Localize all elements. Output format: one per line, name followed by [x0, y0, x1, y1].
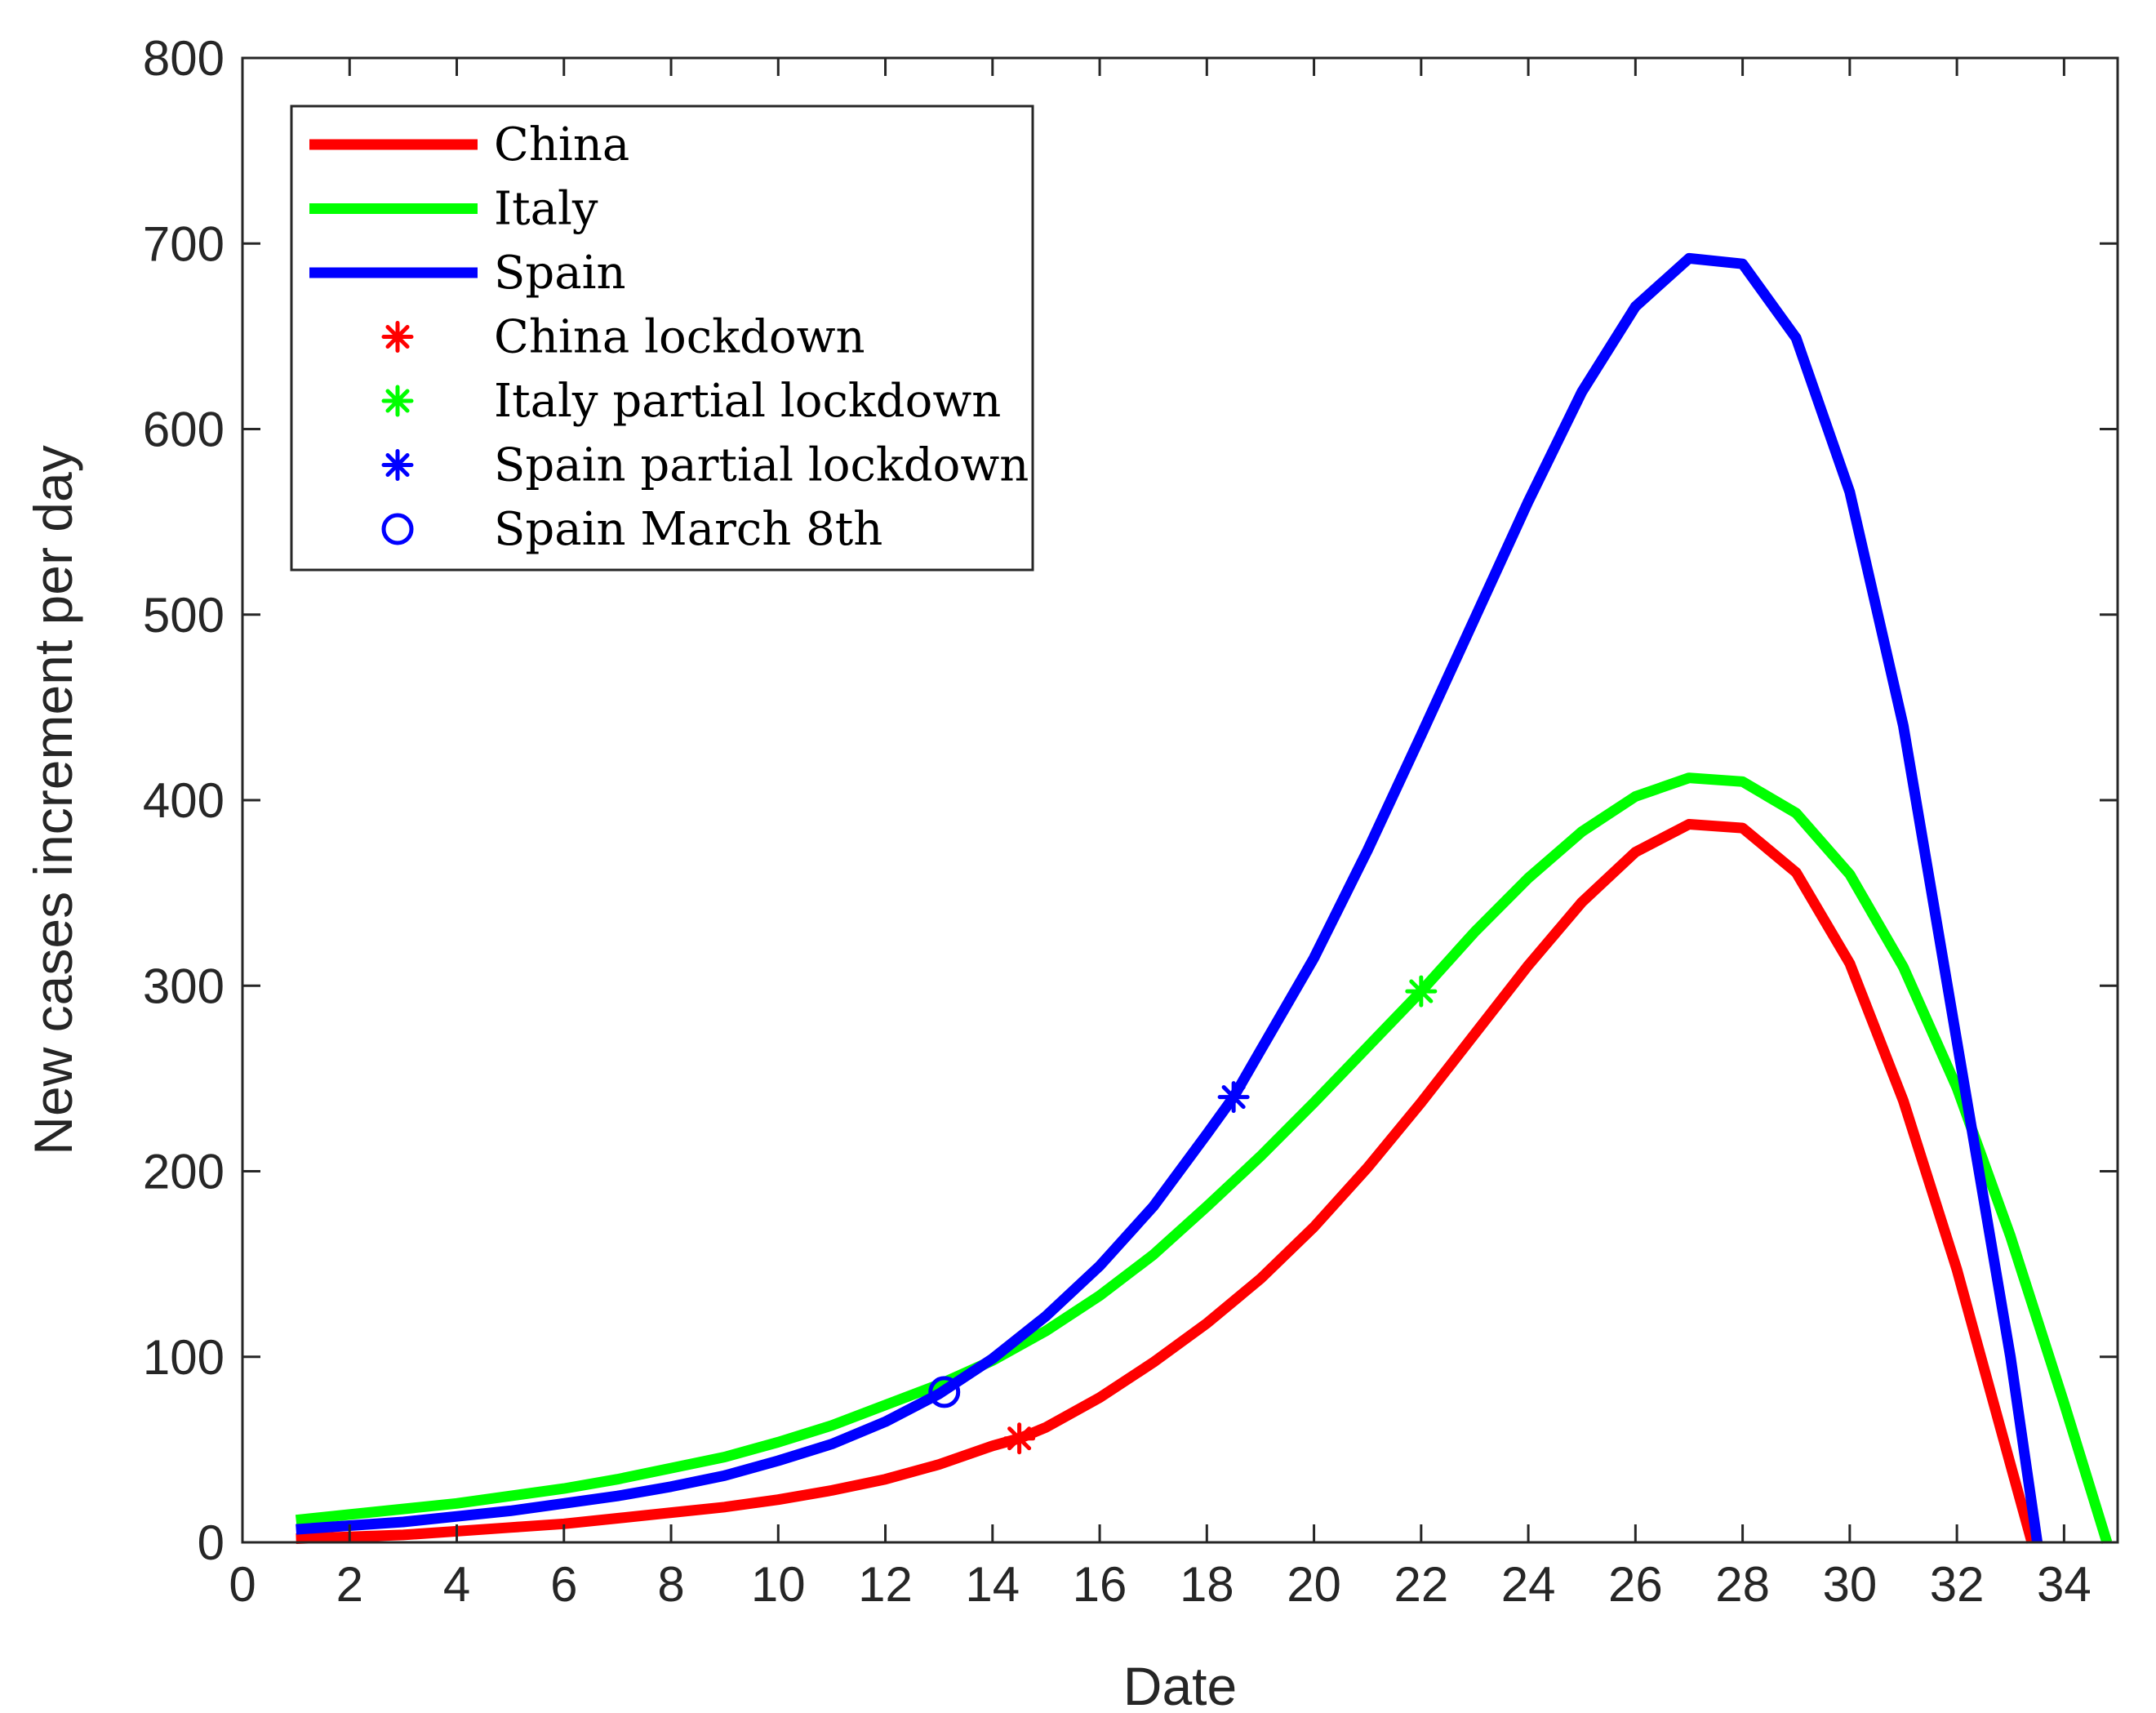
legend-swatch-asterisk [381, 321, 414, 353]
legend-item-china-lockdown: China lockdown [381, 311, 865, 364]
y-tick-label: 800 [143, 31, 224, 86]
legend-swatch-asterisk-stroke [385, 389, 410, 413]
x-tick-label: 26 [1608, 1557, 1663, 1612]
legend-label: China lockdown [494, 311, 865, 364]
legend-swatch-asterisk [381, 385, 414, 417]
y-tick-label: 700 [143, 216, 224, 271]
legend-item-spain: Spain [309, 247, 626, 300]
x-tick-label: 2 [336, 1557, 363, 1612]
legend-item-italy-partial-lockdown: Italy partial lockdown [381, 375, 1001, 428]
y-tick-label: 300 [143, 959, 224, 1013]
legend-item-spain-march-8th: Spain March 8th [381, 503, 882, 556]
series-line-spain [296, 252, 2043, 1543]
legend-label: Italy [494, 183, 598, 236]
x-tick-label: 34 [2037, 1557, 2092, 1612]
x-tick-label: 28 [1715, 1557, 1770, 1612]
x-tick-label: 6 [550, 1557, 577, 1612]
legend-label: Spain March 8th [494, 503, 882, 556]
legend-box [290, 105, 1034, 572]
marker-china-lockdown-stroke [1007, 1426, 1032, 1451]
x-tick-label: 4 [443, 1557, 470, 1612]
x-tick-label: 18 [1180, 1557, 1234, 1612]
legend-swatch-asterisk-stroke [385, 324, 410, 349]
legend: China Italy Spain China lockdown Italy parti… [290, 105, 1034, 572]
y-tick-label: 0 [198, 1515, 224, 1570]
x-axis-label: Date [1123, 1656, 1237, 1713]
legend-item-spain-partial-lockdown: Spain partial lockdown [381, 439, 1029, 492]
x-tick-label: 30 [1822, 1557, 1877, 1612]
legend-item-italy: Italy [309, 183, 598, 236]
legend-label: China [494, 118, 629, 171]
x-tick-label: 22 [1394, 1557, 1448, 1612]
legend-swatch-circle [381, 513, 414, 545]
x-tick-label: 12 [858, 1557, 913, 1612]
legend-swatch-asterisk [381, 449, 414, 481]
marker-layer [928, 975, 1438, 1455]
marker-spain-partial-lockdown-stroke [1221, 1085, 1246, 1110]
y-tick-label: 400 [143, 773, 224, 828]
x-tick-label: 10 [751, 1557, 806, 1612]
marker-italy-partial-lockdown-stroke [1409, 979, 1434, 1003]
y-axis-label: New cases increment per day [23, 445, 83, 1155]
x-tick-label: 16 [1073, 1557, 1127, 1612]
y-tick-label: 100 [143, 1330, 224, 1385]
legend-swatch-asterisk-stroke [385, 452, 410, 478]
x-tick-label: 8 [657, 1557, 684, 1612]
legend-label: Italy partial lockdown [494, 375, 1001, 428]
marker-spain-march-8th [928, 1376, 961, 1408]
x-tick-label: 32 [1930, 1557, 1985, 1612]
y-tick-label: 500 [143, 588, 224, 643]
legend-item-china: China [309, 118, 629, 171]
axes-layer: 0 2 4 6 8 10 12 14 16 18 20 22 24 26 28 30 32 34010020030… [143, 31, 2119, 1612]
x-tick-label: 14 [965, 1557, 1020, 1612]
series-line-china [296, 819, 2038, 1544]
y-tick-label: 200 [143, 1145, 224, 1199]
legend-label: Spain partial lockdown [494, 439, 1029, 492]
x-tick-label: 0 [229, 1557, 256, 1612]
series-line-italy [295, 772, 2113, 1544]
y-tick-label: 600 [143, 403, 224, 457]
marker-china-lockdown [1003, 1422, 1036, 1455]
x-tick-label: 20 [1287, 1557, 1341, 1612]
legend-label: Spain [494, 247, 626, 300]
series-layer [295, 252, 2113, 1544]
marker-spain-partial-lockdown [1217, 1081, 1250, 1114]
x-tick-label: 24 [1501, 1557, 1556, 1612]
marker-italy-partial-lockdown [1405, 975, 1438, 1008]
